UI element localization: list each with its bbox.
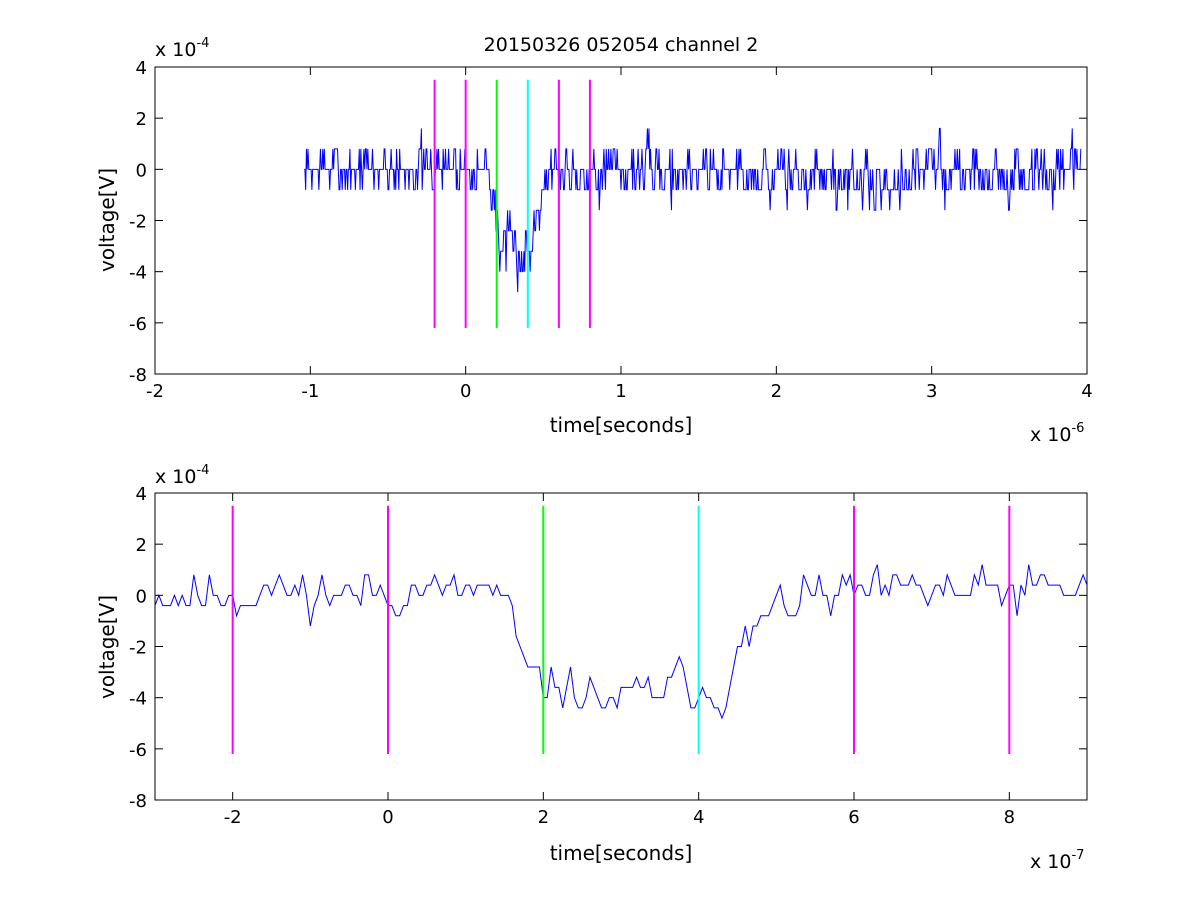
top-plot-y-tick-label: 0 (136, 160, 147, 181)
bottom-plot-y-tick-label: -6 (129, 740, 147, 761)
bottom-plot-y-tick-label: 4 (136, 484, 147, 505)
bottom-plot-y-multiplier: x 10-4 (155, 463, 209, 488)
bottom-plot-y-tick-label: 0 (136, 586, 147, 607)
bottom-plot-x-tick-label: 0 (382, 807, 393, 828)
bottom-plot-lines (154, 505, 1088, 754)
top-plot-x-tick-label: 4 (1081, 381, 1092, 402)
top-plot-x-multiplier: x 10-6 (1030, 421, 1084, 446)
bottom-plot-x-multiplier: x 10-7 (1030, 848, 1084, 873)
top-plot-x-tick-label: -2 (146, 381, 164, 402)
bottom-plot-x-tick-label: 4 (693, 807, 704, 828)
top-plot-y-tick-label: 2 (136, 109, 147, 130)
bottom-plot-y-axis-label: voltage[V] (95, 595, 119, 699)
bottom-plot: -2 0 2 4 6 8 -8 -6 -4 -2 0 2 4 time[seconds] voltage… (95, 463, 1088, 873)
top-plot-y-axis-label: voltage[V] (95, 168, 119, 272)
bottom-plot-x-axis-label: time[seconds] (550, 841, 693, 865)
bottom-plot-x-tick-label: 6 (848, 807, 859, 828)
bottom-plot-y-tick-label: -2 (129, 638, 147, 659)
bottom-plot-x-tick-label: 8 (1004, 807, 1015, 828)
top-plot: -2 -1 0 1 2 3 4 -8 -6 -4 -2 0 2 4 20150326 052054 cha… (95, 34, 1093, 446)
top-plot-x-tick-label: -1 (301, 381, 319, 402)
bottom-plot-axes-box (154, 492, 1088, 801)
top-plot-y-tick-label: 4 (136, 58, 147, 79)
top-plot-lines (304, 79, 1082, 328)
top-plot-y-multiplier-exponent: -4 (196, 36, 209, 51)
bottom-plot-x-multiplier-exponent: -7 (1071, 848, 1084, 863)
top-plot-x-axis-label: time[seconds] (550, 413, 693, 437)
top-plot-title: 20150326 052054 channel 2 (484, 34, 759, 56)
bottom-plot-y-multiplier-exponent: -4 (196, 463, 209, 478)
bottom-plot-x-multiplier-base: x 10 (1030, 851, 1071, 873)
bottom-plot-x-tick-label: 2 (538, 807, 549, 828)
top-plot-y-tick-label: -6 (129, 314, 147, 335)
top-plot-y-multiplier: x 10-4 (155, 36, 209, 61)
top-plot-x-multiplier-exponent: -6 (1071, 421, 1084, 436)
bottom-plot-ticks: -2 0 2 4 6 8 -8 -6 -4 -2 0 2 4 (129, 484, 1087, 828)
bottom-plot-y-multiplier-base: x 10 (155, 466, 196, 488)
bottom-plot-y-tick-label: 2 (136, 535, 147, 556)
bottom-plot-y-tick-label: -4 (129, 689, 147, 710)
top-plot-x-multiplier-base: x 10 (1030, 424, 1071, 446)
top-plot-y-tick-label: -4 (129, 263, 147, 284)
bottom-plot-y-tick-label: -8 (129, 791, 147, 812)
top-plot-x-tick-label: 2 (771, 381, 782, 402)
top-plot-x-tick-label: 1 (615, 381, 626, 402)
bottom-plot-x-tick-label: -2 (224, 807, 242, 828)
top-plot-y-tick-label: -8 (129, 365, 147, 386)
top-plot-ticks: -2 -1 0 1 2 3 4 -8 -6 -4 -2 0 2 4 (129, 58, 1093, 402)
top-plot-axes-box (154, 66, 1088, 375)
top-plot-y-multiplier-base: x 10 (155, 39, 196, 61)
top-plot-y-tick-label: -2 (129, 212, 147, 233)
bottom-plot-signal-line (154, 564, 1088, 720)
top-plot-signal-line (304, 127, 1082, 293)
top-plot-x-tick-label: 3 (926, 381, 937, 402)
top-plot-x-tick-label: 0 (460, 381, 471, 402)
